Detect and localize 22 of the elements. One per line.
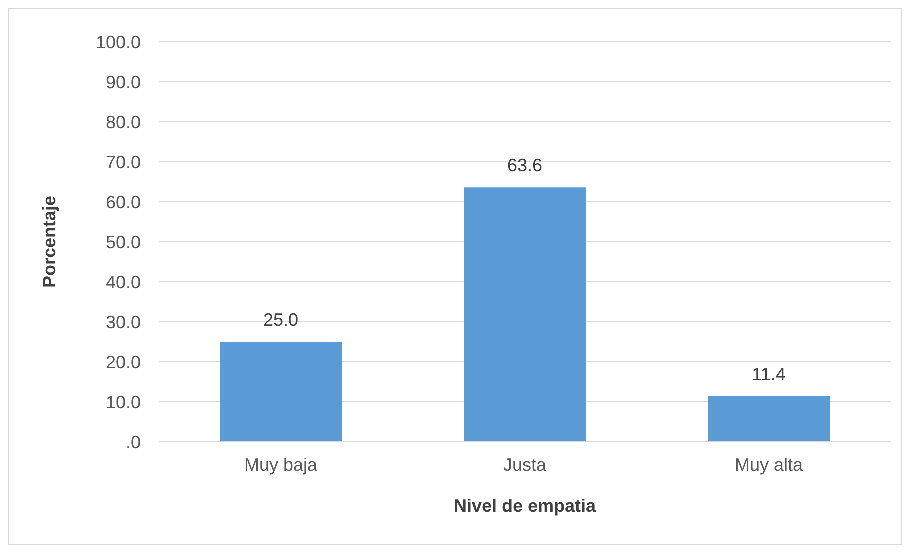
y-tick-label: 30.0 xyxy=(106,312,141,332)
y-tick-label: 100.0 xyxy=(96,32,141,52)
x-tick-label: Muy baja xyxy=(244,454,319,475)
y-tick-label: 10.0 xyxy=(106,392,141,412)
bar xyxy=(464,188,586,442)
y-tick-label: 50.0 xyxy=(106,232,141,252)
y-tick-label: 60.0 xyxy=(106,192,141,212)
y-tick-label: 40.0 xyxy=(106,272,141,292)
y-tick-label: 90.0 xyxy=(106,72,141,92)
bar xyxy=(220,342,342,442)
x-tick-label: Justa xyxy=(503,454,548,475)
y-tick-label: 80.0 xyxy=(106,112,141,132)
y-axis-title: Porcentaje xyxy=(39,196,60,288)
data-label: 63.6 xyxy=(507,156,543,176)
y-tick-label: .0 xyxy=(126,432,141,452)
data-label: 11.4 xyxy=(752,364,786,384)
x-tick-label: Muy alta xyxy=(734,454,804,475)
x-axis-title: Nivel de empatia xyxy=(454,496,598,516)
data-label: 25.0 xyxy=(263,310,299,330)
y-tick-label: 20.0 xyxy=(106,352,141,372)
y-tick-label: 70.0 xyxy=(106,152,141,172)
bar xyxy=(708,396,830,442)
